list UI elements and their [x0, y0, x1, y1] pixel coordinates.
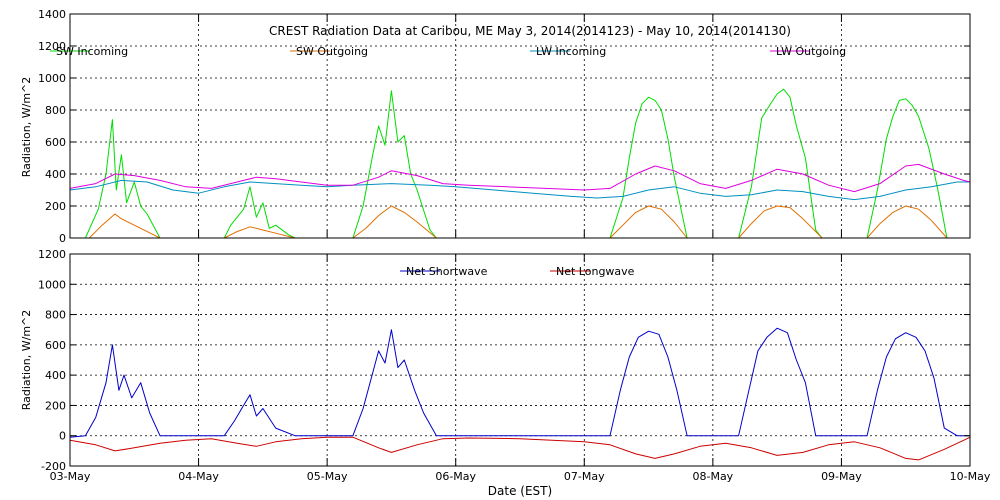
y-tick-label: 800 — [45, 104, 66, 117]
y-tick-label: 1200 — [38, 248, 66, 261]
x-tick-label: 09-May — [821, 470, 862, 483]
top-panel-frame — [69, 13, 971, 239]
top-chart-title: CREST Radiation Data at Caribou, ME May … — [269, 24, 791, 38]
x-tick-label: 03-May — [50, 470, 91, 483]
legend-label: Net Shortwave — [406, 265, 488, 278]
y-tick-label: 1000 — [38, 72, 66, 85]
x-tick-label: 07-May — [564, 470, 605, 483]
bottom-y-axis-label: Radiation, W/m^2 — [20, 310, 33, 411]
x-tick-label: 04-May — [178, 470, 219, 483]
series-line-lw-outgoing — [69, 163, 971, 193]
series-line-net-longwave — [69, 436, 971, 461]
y-tick-label: 1000 — [38, 278, 66, 291]
legend-label: LW Incoming — [536, 45, 606, 58]
series-line-net-shortwave — [69, 327, 970, 438]
y-tick-label: 400 — [45, 168, 66, 181]
top-y-axis-label: Radiation, W/m^2 — [20, 77, 33, 178]
y-tick-label: 1400 — [38, 8, 66, 21]
y-tick-label: -200 — [41, 460, 66, 473]
bottom-panel-frame — [69, 253, 971, 467]
legend-label: LW Outgoing — [776, 45, 846, 58]
bottom-panel: -200 0 200 400 600 800 1000 1200 03-May 04-May 05-… — [20, 248, 991, 498]
top-panel: 0 200 400 600 800 1000 1200 1400 CREST Radiatio… — [20, 8, 971, 245]
x-tick-label: 10-May — [950, 470, 991, 483]
x-tick-label: 05-May — [307, 470, 348, 483]
y-tick-label: 0 — [59, 232, 66, 245]
y-tick-label: 200 — [45, 399, 66, 412]
y-tick-label: 800 — [45, 309, 66, 322]
series-line-sw-incoming — [70, 88, 970, 239]
y-tick-label: 400 — [45, 369, 66, 382]
y-tick-label: 600 — [45, 339, 66, 352]
legend-label: SW Outgoing — [296, 45, 368, 58]
x-tick-label: 08-May — [692, 470, 733, 483]
x-axis-label: Date (EST) — [488, 484, 552, 498]
series-line-sw-outgoing — [70, 205, 970, 239]
y-tick-label: 0 — [59, 430, 66, 443]
y-tick-label: 200 — [45, 200, 66, 213]
legend-label: Net Longwave — [556, 265, 635, 278]
series-line-lw-incoming — [69, 179, 970, 201]
legend-label: SW Incoming — [56, 45, 128, 58]
y-tick-label: 1200 — [38, 40, 66, 53]
y-tick-label: 600 — [45, 136, 66, 149]
x-tick-label: 06-May — [435, 470, 476, 483]
